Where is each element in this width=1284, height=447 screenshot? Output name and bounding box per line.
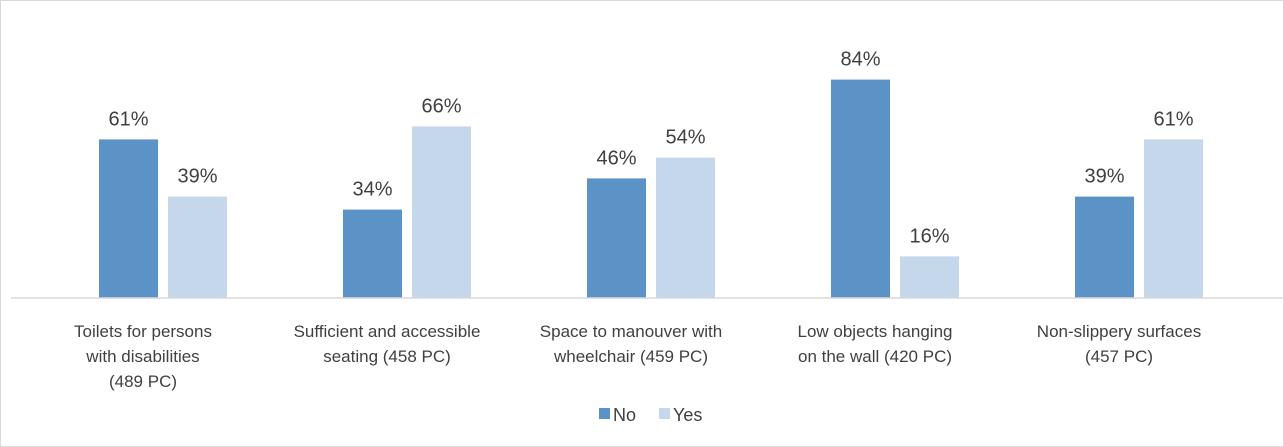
bar-no-4 xyxy=(1075,196,1134,298)
value-label-yes-4: 61% xyxy=(1153,108,1193,130)
bar-yes-4 xyxy=(1144,139,1203,298)
bar-no-0 xyxy=(99,139,158,298)
value-label-yes-2: 54% xyxy=(665,127,705,149)
category-label-0-line-2: (489 PC) xyxy=(109,372,177,391)
bars-layer xyxy=(99,79,1203,299)
category-labels-layer: Toilets for persons with disabilities (489… xyxy=(74,322,1201,391)
category-label-4-line-1: (457 PC) xyxy=(1085,347,1153,366)
bar-yes-0 xyxy=(168,196,227,298)
legend-label-yes: Yes xyxy=(673,405,702,425)
legend-swatch-yes xyxy=(659,408,670,419)
category-label-2-line-0: Space to manouver with xyxy=(540,322,722,341)
value-labels-layer: 61% 39% 34% 66% 46% 54% 84% 16% 39% 61% xyxy=(108,49,1193,248)
value-label-no-1: 34% xyxy=(352,179,392,201)
value-label-no-4: 39% xyxy=(1084,166,1124,188)
value-label-no-3: 84% xyxy=(840,49,880,71)
category-label-2-line-1: wheelchair (459 PC) xyxy=(553,347,708,366)
bar-yes-3 xyxy=(900,256,959,298)
legend-swatch-no xyxy=(599,408,610,419)
value-label-no-2: 46% xyxy=(596,147,636,169)
bar-yes-1 xyxy=(412,126,471,299)
category-label-3-line-1: on the wall (420 PC) xyxy=(798,347,952,366)
category-label-4-line-0: Non-slippery surfaces xyxy=(1037,322,1201,341)
legend: No Yes xyxy=(599,405,702,425)
category-label-1-line-0: Sufficient and accessible xyxy=(294,322,481,341)
bar-no-3 xyxy=(831,79,890,298)
legend-label-no: No xyxy=(613,405,636,425)
category-label-0-line-1: with disabilities xyxy=(85,347,199,366)
value-label-no-0: 61% xyxy=(108,108,148,130)
bar-no-2 xyxy=(587,178,646,298)
category-label-3-line-0: Low objects hanging xyxy=(797,322,952,341)
value-label-yes-0: 39% xyxy=(177,166,217,188)
category-label-0-line-0: Toilets for persons xyxy=(74,322,212,341)
value-label-yes-1: 66% xyxy=(421,95,461,117)
value-label-yes-3: 16% xyxy=(909,225,949,247)
bar-no-1 xyxy=(343,209,402,298)
category-label-1-line-1: seating (458 PC) xyxy=(323,347,451,366)
bar-yes-2 xyxy=(656,157,715,298)
